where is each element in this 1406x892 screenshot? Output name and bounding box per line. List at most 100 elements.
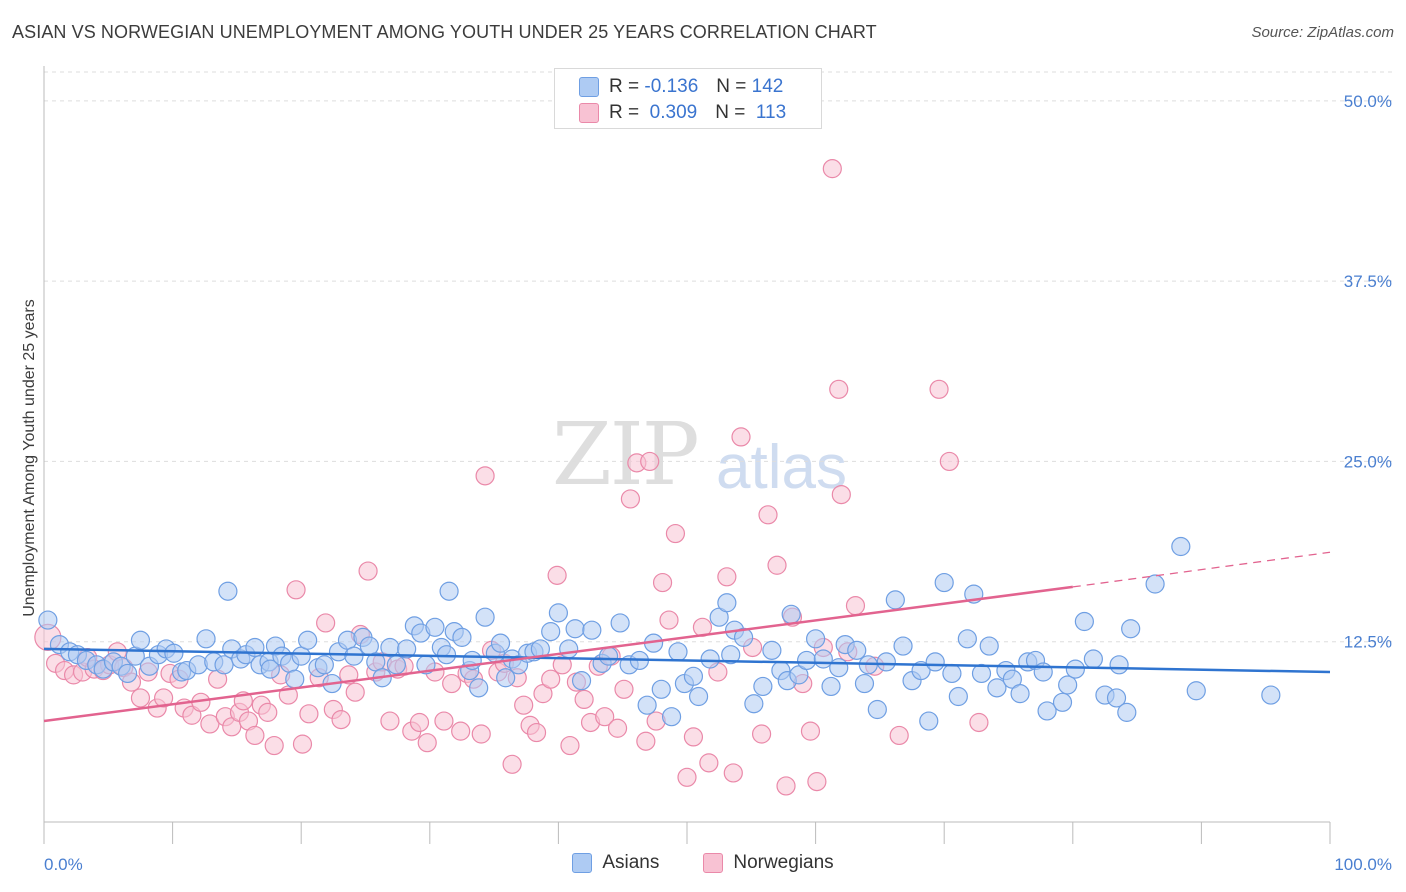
asian-point: [565, 619, 585, 639]
norwegian-point: [339, 665, 359, 685]
asian-point: [38, 610, 58, 630]
norwegian-point: [560, 735, 580, 756]
asian-point: [1074, 611, 1094, 632]
asian-point: [700, 649, 720, 669]
r-label: R =: [609, 102, 640, 123]
norwegians-points: [34, 159, 989, 796]
asian-point: [1106, 688, 1127, 708]
asian-point: [717, 593, 737, 613]
norwegian-point: [409, 712, 430, 733]
legend-item-asians[interactable]: Asians: [572, 852, 659, 874]
asian-point: [948, 686, 968, 707]
norwegian-point: [829, 379, 849, 399]
tick-labels: 12.5% 25.0% 37.5% 50.0% 0.0% 100.0%: [44, 92, 1392, 874]
legend-row-norwegians: R = 0.309 N = 113: [579, 101, 786, 125]
asian-point: [753, 676, 773, 697]
asian-point: [979, 636, 999, 656]
norwegian-point: [502, 754, 522, 774]
asian-point: [668, 642, 688, 662]
norwegian-point: [547, 565, 567, 585]
norwegian-point: [541, 669, 561, 689]
asian-point: [925, 652, 945, 672]
norwegian-point: [969, 712, 989, 733]
norwegian-point: [845, 596, 866, 616]
norwegian-point: [434, 711, 454, 731]
asian-point: [1121, 619, 1141, 639]
asian-point: [876, 652, 896, 672]
asian-point: [744, 694, 764, 714]
norwegian-point: [717, 567, 737, 587]
asian-point: [452, 627, 472, 647]
asian-point: [651, 679, 671, 699]
norwegian-point: [800, 721, 821, 741]
norwegian-point: [475, 466, 495, 486]
watermark-zip: ZIP: [552, 405, 700, 505]
norwegian-point: [258, 702, 278, 722]
x-tick-label-max: 100.0%: [1334, 855, 1392, 874]
asians-swatch: [579, 77, 599, 97]
asian-point: [919, 711, 939, 731]
asian-point: [1058, 675, 1078, 695]
asian-point: [1117, 702, 1137, 722]
asian-point: [496, 668, 516, 688]
asian-point: [117, 663, 138, 684]
asians-points: [38, 536, 1281, 731]
asian-point: [1052, 692, 1073, 712]
norwegian-point: [331, 709, 351, 730]
norwegian-point: [831, 484, 851, 505]
norwegian-point: [767, 555, 787, 575]
asian-point: [733, 627, 754, 647]
asian-point: [847, 640, 867, 660]
norwegian-point: [200, 714, 220, 734]
asian-point: [490, 633, 511, 653]
norwegians-trend-extension: [1072, 551, 1331, 588]
norwegian-point: [620, 489, 641, 509]
asian-point: [781, 604, 801, 624]
axes: [43, 66, 1331, 844]
asian-point: [475, 607, 495, 627]
asian-point: [260, 659, 280, 679]
asian-point: [298, 630, 318, 650]
asian-point: [344, 646, 364, 666]
norwegian-point: [471, 724, 491, 744]
asian-point: [548, 603, 569, 623]
norwegian-point: [514, 695, 534, 715]
asians-trend-line: [43, 647, 1331, 674]
asian-point: [911, 660, 931, 681]
asian-point: [942, 663, 962, 684]
norwegian-point: [299, 704, 319, 724]
asian-point: [867, 699, 887, 720]
asians-swatch: [572, 853, 593, 873]
asian-point: [541, 622, 561, 642]
asian-point: [821, 676, 841, 697]
norwegian-point: [614, 679, 634, 699]
norwegian-point: [699, 753, 719, 773]
norwegian-point: [358, 561, 378, 581]
asian-point: [683, 666, 704, 686]
asian-point: [885, 590, 905, 610]
legend-row-asians: R = -0.136 N = 142: [579, 75, 783, 99]
legend-item-norwegians[interactable]: Norwegians: [703, 852, 834, 874]
asian-point: [130, 630, 151, 650]
y-tick-label: 12.5%: [1344, 633, 1392, 652]
asian-point: [314, 655, 334, 675]
chart-title: ASIAN VS NORWEGIAN UNEMPLOYMENT AMONG YO…: [12, 22, 877, 42]
y-tick-label: 25.0%: [1344, 452, 1392, 471]
norwegian-point: [758, 505, 778, 525]
r-label: R =: [609, 76, 640, 97]
norwegian-point: [751, 724, 772, 744]
norwegian-point: [264, 735, 284, 756]
asian-point: [436, 645, 457, 665]
asian-point: [934, 572, 954, 593]
asian-point: [610, 613, 630, 633]
asian-point: [661, 707, 682, 727]
asian-point: [762, 640, 782, 660]
norwegian-point: [451, 721, 471, 741]
asian-point: [1145, 574, 1165, 594]
asian-point: [805, 629, 826, 649]
norwegian-point: [652, 572, 673, 593]
norwegian-point: [665, 523, 686, 544]
asian-point: [957, 629, 977, 649]
norwegian-point: [659, 610, 679, 630]
